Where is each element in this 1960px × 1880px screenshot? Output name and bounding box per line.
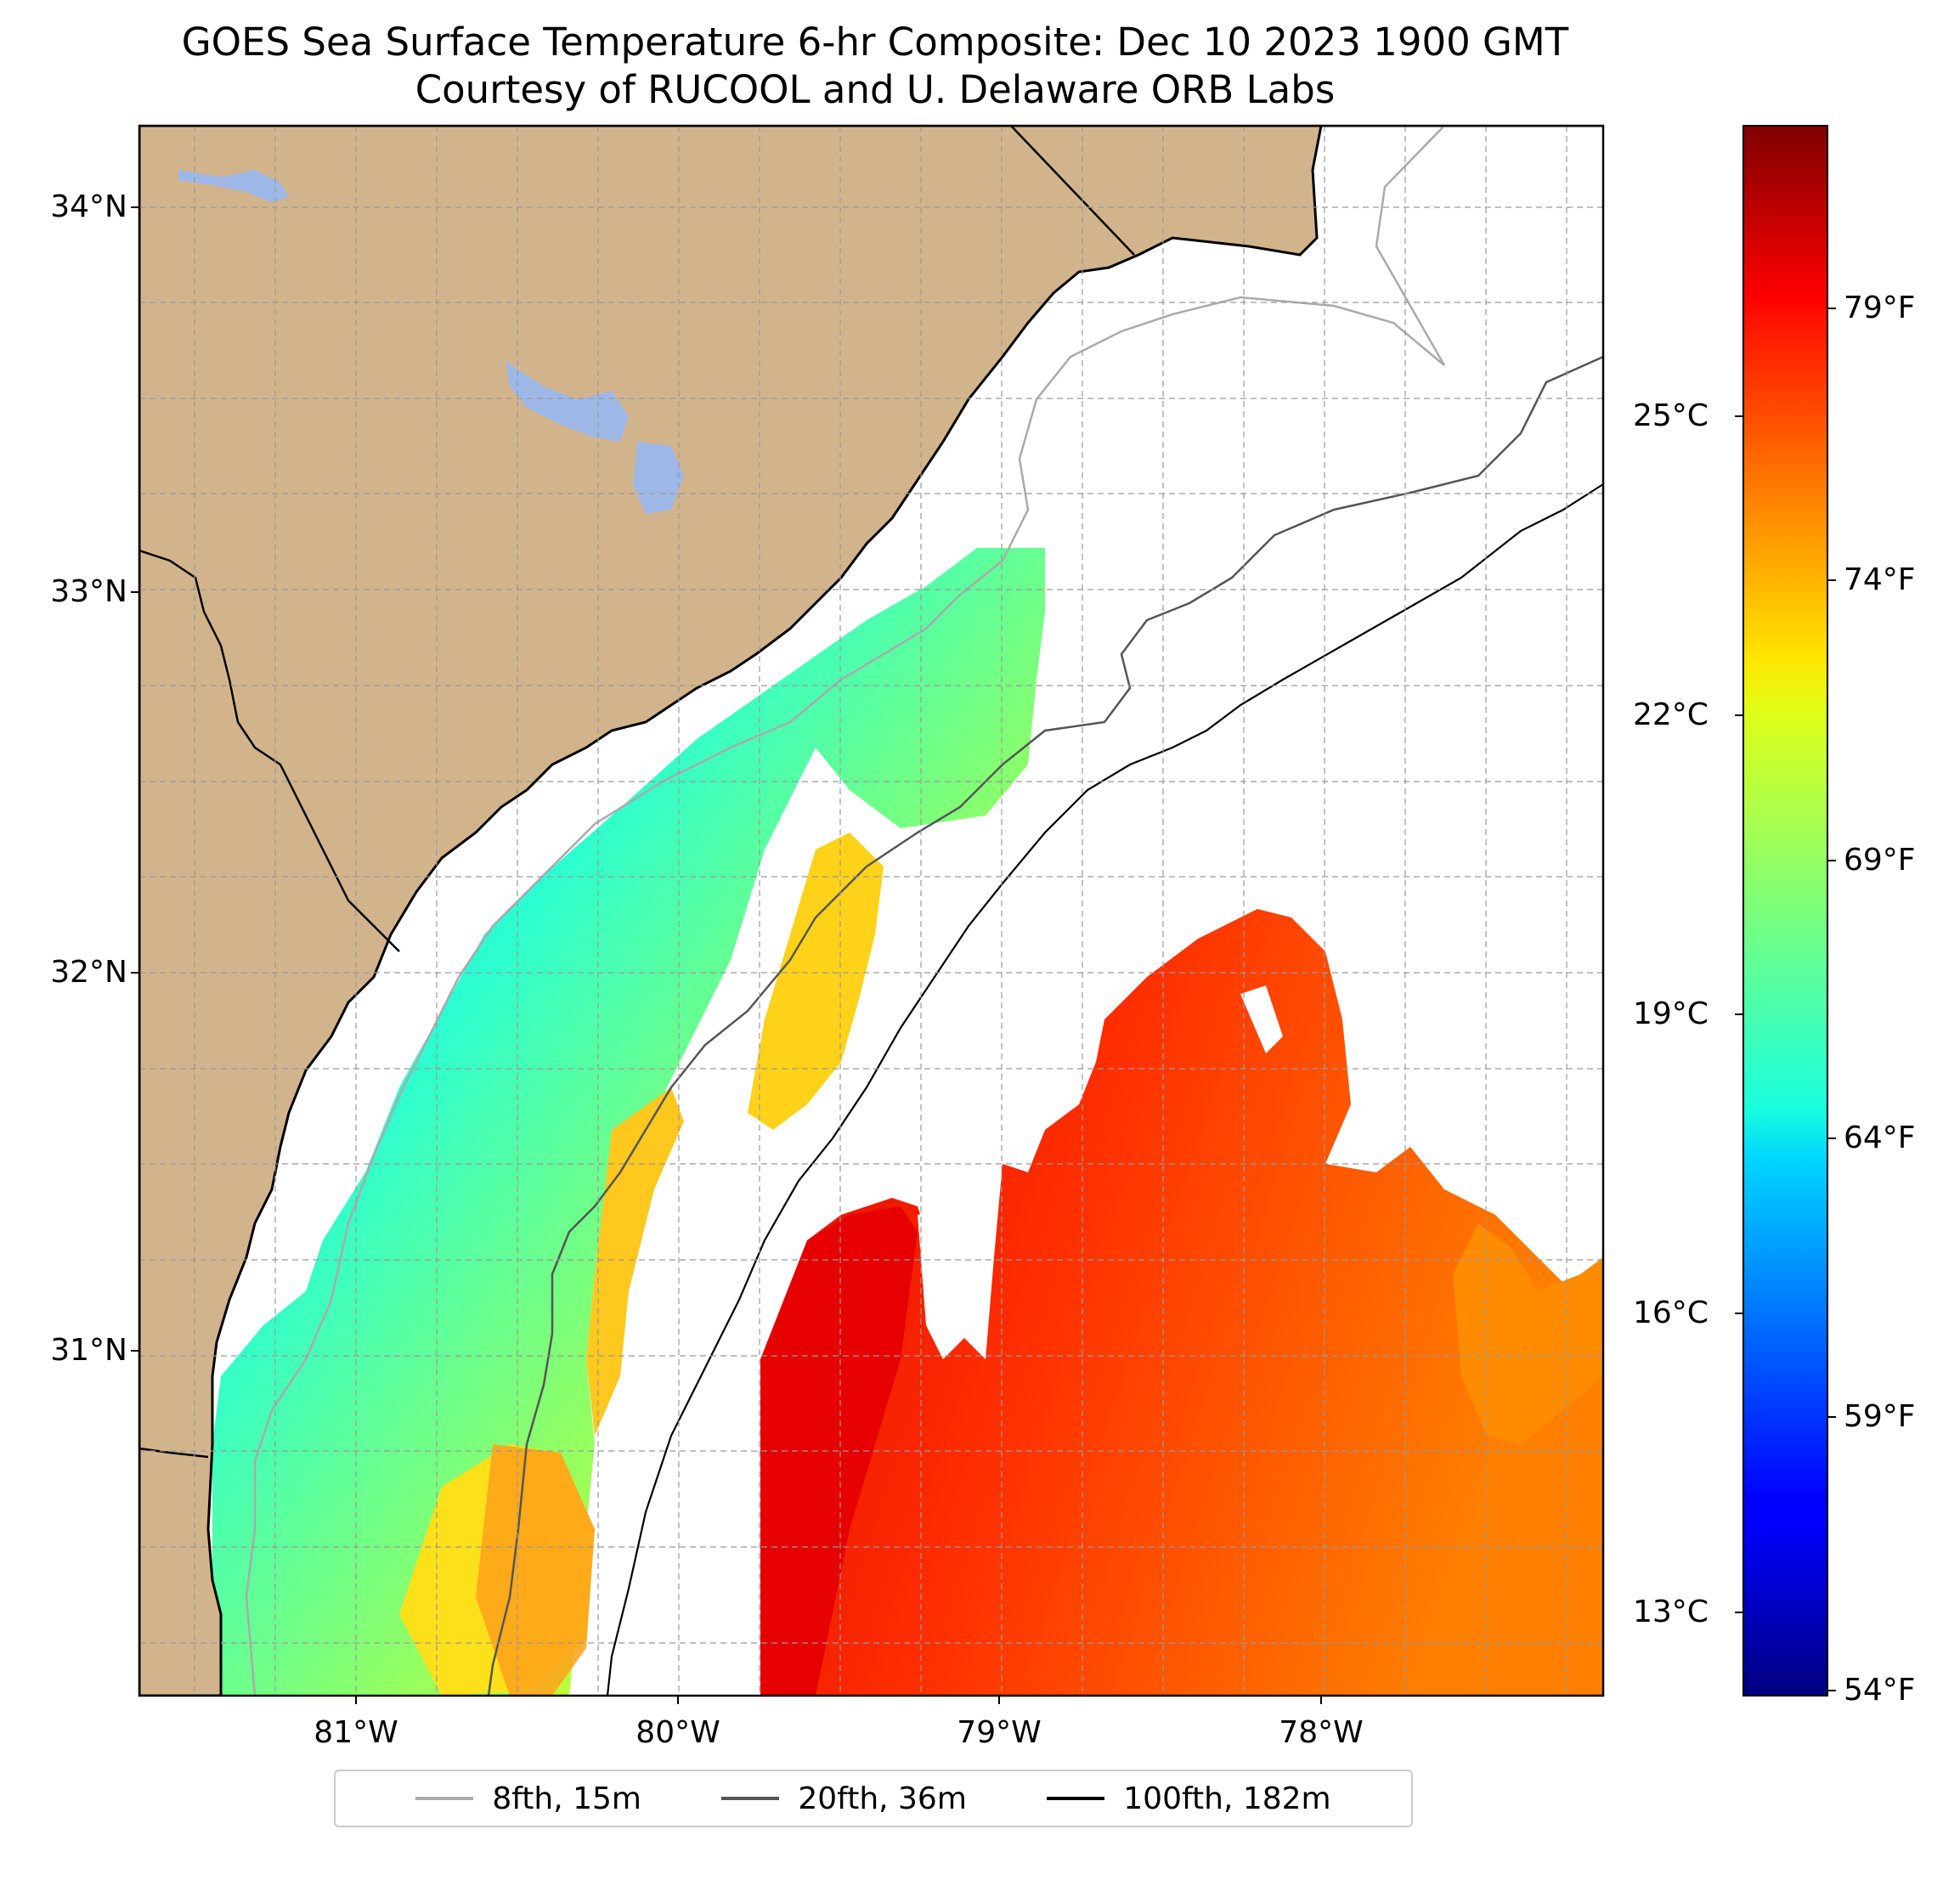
land [139, 126, 1603, 1696]
colorbar-label-69f: 69°F [1844, 843, 1916, 878]
legend-label-100fth: 100fth, 182m [1123, 1781, 1331, 1816]
colorbar-label-25c: 25°C [1633, 398, 1709, 433]
colorbar [1743, 125, 1828, 1697]
colorbar-label-54f: 54°F [1844, 1673, 1916, 1708]
legend-label-8fth: 8fth, 15m [492, 1781, 641, 1816]
lon-label-79: 79°W [957, 1715, 1042, 1750]
colorbar-label-59f: 59°F [1844, 1399, 1916, 1434]
isobath-legend: 8fth, 15m 20fth, 36m 100fth, 182m [334, 1770, 1413, 1827]
colorbar-label-16c: 16°C [1633, 1296, 1709, 1330]
cloud-gaps [918, 985, 1283, 1359]
colorbar-label-19c: 19°C [1633, 996, 1709, 1031]
colorbar-label-22c: 22°C [1633, 697, 1709, 732]
gridlines [139, 126, 1603, 1696]
map-title: GOES Sea Surface Temperature 6-hr Compos… [181, 20, 1569, 65]
lake-north [178, 170, 289, 202]
sst-warm-gulf-stream [760, 909, 1603, 1696]
colorbar-label-13c: 13°C [1633, 1595, 1709, 1629]
map-frame [138, 124, 1605, 1697]
legend-swatch-8fth [415, 1797, 474, 1800]
map-subtitle: Courtesy of RUCOOL and U. Delaware ORB L… [415, 67, 1336, 112]
map-ticks [131, 206, 1322, 1704]
isobath-20fth [487, 355, 1603, 1696]
colorbar-ticks [1735, 308, 1836, 1691]
isobath-100fth [606, 483, 1603, 1696]
isobath-8fth [245, 126, 1446, 1696]
lat-label-31: 31°N [50, 1333, 127, 1368]
lat-label-32: 32°N [50, 955, 127, 990]
lon-label-80: 80°W [635, 1715, 720, 1750]
lon-label-78: 78°W [1279, 1715, 1364, 1750]
lake-moultrie [633, 442, 684, 514]
lon-label-81: 81°W [313, 1715, 398, 1750]
lat-label-34: 34°N [50, 189, 127, 224]
legend-swatch-100fth [1047, 1797, 1105, 1800]
colorbar-label-74f: 74°F [1844, 562, 1916, 597]
legend-item-8fth: 8fth, 15m [415, 1781, 641, 1816]
state-border-ga [139, 1447, 209, 1459]
colorbar-label-64f: 64°F [1844, 1121, 1916, 1155]
legend-item-100fth: 100fth, 182m [1047, 1781, 1331, 1816]
lat-label-33: 33°N [50, 574, 127, 609]
river-border [139, 549, 400, 952]
legend-label-20fth: 20fth, 36m [798, 1781, 967, 1816]
state-border [1010, 126, 1135, 256]
colorbar-label-79f: 79°F [1844, 291, 1916, 325]
legend-swatch-20fth [721, 1797, 780, 1800]
sst-cold-shelf-water [144, 548, 1045, 1696]
map-area [139, 126, 1603, 1696]
legend-item-20fth: 20fth, 36m [721, 1781, 967, 1816]
